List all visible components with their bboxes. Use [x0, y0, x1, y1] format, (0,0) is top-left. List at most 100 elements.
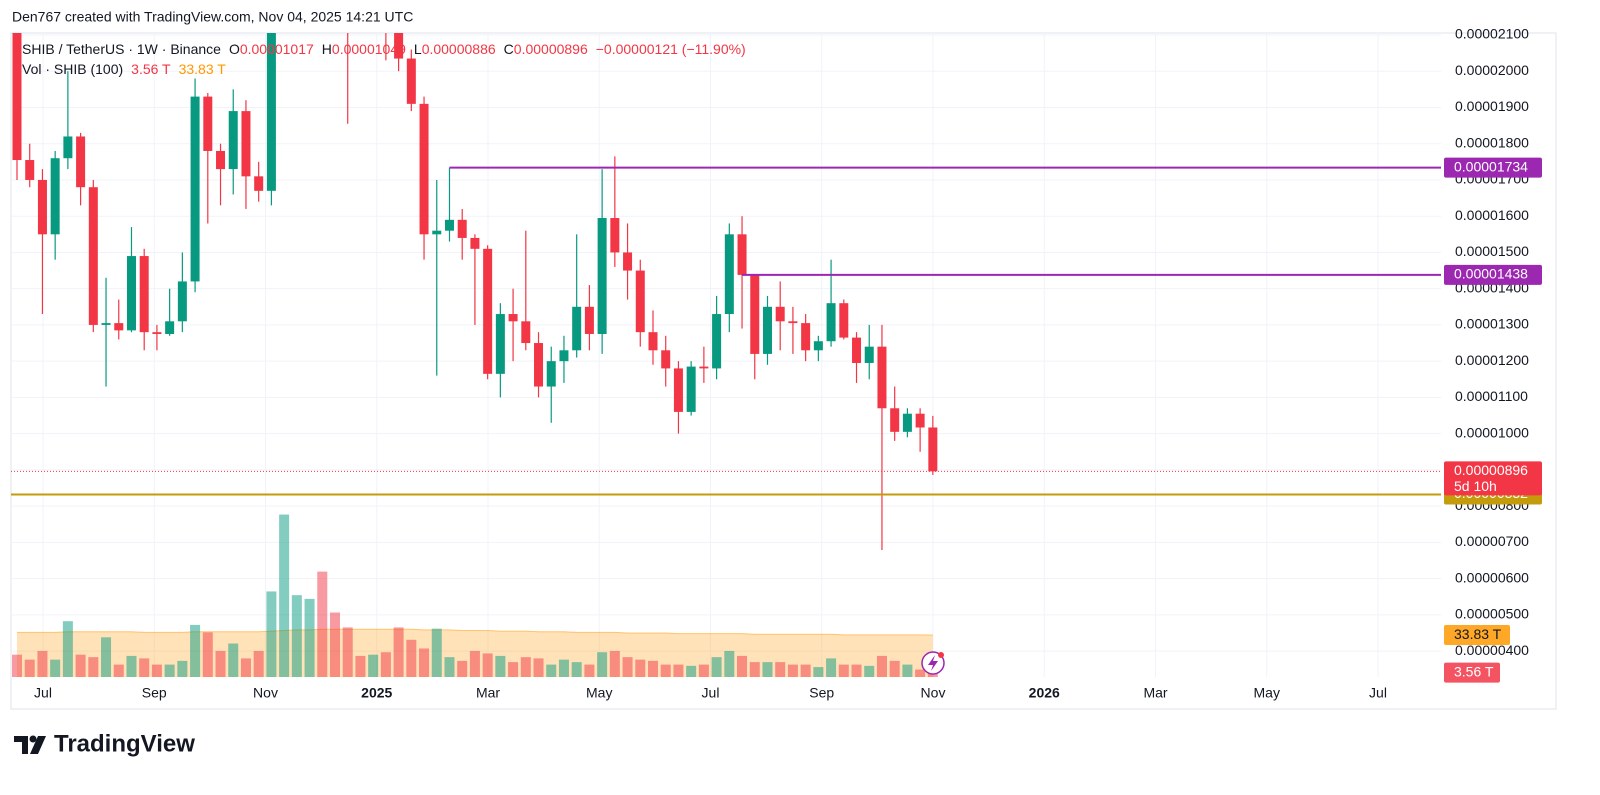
candle-body: [572, 306, 582, 351]
candle-body: [216, 150, 226, 170]
volume-bar: [342, 627, 353, 677]
volume-bar: [927, 672, 938, 677]
x-tick-label: 2026: [1029, 685, 1060, 701]
legend-line: SHIB / TetherUS · 1W · Binance O0.0000101…: [22, 41, 746, 57]
candle-body: [254, 176, 264, 191]
volume-ma-line: [17, 628, 933, 636]
candle-body: [521, 321, 531, 344]
volume-bar: [597, 652, 608, 677]
x-tick-label: Mar: [1143, 685, 1167, 701]
volume-bar: [648, 660, 658, 677]
legend-key: C: [504, 41, 514, 57]
volume-bar: [787, 664, 798, 677]
candle-body: [546, 361, 556, 387]
candle-body: [419, 103, 429, 235]
last-price-badge: [1444, 461, 1542, 496]
x-tick-label: Jul: [34, 685, 52, 701]
legend-value: 0.00000896: [514, 41, 588, 57]
volume-bar: [190, 624, 201, 677]
candle-body: [839, 303, 849, 338]
volume-bar: [253, 650, 264, 677]
candle-body: [610, 218, 620, 253]
candle-body: [152, 332, 162, 334]
candle-body: [686, 366, 696, 412]
candle-body: [228, 111, 238, 170]
volume-legend: Vol · SHIB (100) 3.56 T 33.83 T: [22, 61, 226, 77]
volume-bar: [139, 658, 150, 677]
volume-ma: 33.83 T: [179, 61, 227, 77]
volume-bar: [330, 612, 340, 677]
volume-bar: [635, 659, 646, 677]
volume-bar: [164, 664, 175, 677]
x-tick-label: May: [586, 685, 612, 701]
volume-bar: [12, 654, 22, 677]
logo-text: TradingView: [54, 730, 195, 757]
replay-icon[interactable]: [921, 651, 945, 675]
level-badge: [1444, 264, 1542, 285]
volume-bar: [368, 654, 379, 677]
attribution: Den767 created with TradingView.com, Nov…: [12, 9, 413, 25]
volume-bar: [864, 665, 875, 677]
volume-bar: [508, 662, 519, 677]
volume-bar: [495, 655, 506, 677]
x-tick-label: 2025: [361, 685, 392, 701]
candle-body: [12, 33, 22, 161]
candle-body: [775, 306, 785, 322]
volume-bar: [393, 627, 404, 677]
volume-bar: [775, 662, 786, 677]
volume-bar: [838, 664, 849, 677]
volume-bar: [151, 664, 162, 677]
y-tick-label: 0.00001500: [1455, 243, 1529, 259]
y-tick-label: 0.00000700: [1455, 533, 1529, 549]
y-tick-label: 0.00001300: [1455, 316, 1529, 332]
volume-bar: [75, 654, 86, 677]
volume-bar: [202, 632, 213, 677]
candle-body: [559, 350, 569, 362]
candle-body: [126, 256, 136, 331]
volume-name: Vol · SHIB (100): [22, 61, 123, 77]
candle-body: [25, 160, 35, 180]
candle-body: [699, 366, 709, 369]
y-tick-label: 0.00000400: [1455, 642, 1529, 658]
y-tick-label: 0.00002000: [1455, 62, 1529, 78]
y-tick-label: 0.00001100: [1455, 388, 1528, 404]
logo: TradingView: [14, 730, 195, 757]
volume-bar: [304, 598, 315, 677]
volume-badge-label: 3.56 T: [1454, 663, 1494, 679]
legend-key: H: [322, 41, 332, 57]
price-pane: [11, 33, 1441, 550]
volume-bar: [686, 665, 697, 677]
candle-body: [63, 136, 73, 159]
candle-body: [673, 368, 683, 412]
x-tick-label: Sep: [142, 685, 167, 701]
x-tick-label: Jul: [1369, 685, 1387, 701]
last-price-label: 0.00000896: [1454, 462, 1528, 478]
volume-bar: [380, 652, 391, 677]
volume-bar: [571, 662, 582, 677]
y-tick-label: 0.00000600: [1455, 569, 1529, 585]
candle-body: [724, 234, 734, 315]
volume-bar: [279, 514, 290, 677]
candle-body: [50, 158, 60, 235]
x-tick-label: Nov: [921, 685, 946, 701]
level-badge-label: 0.00001734: [1454, 158, 1528, 174]
volume-bar: [266, 591, 277, 677]
candle-body: [241, 111, 251, 177]
candle-body: [737, 234, 747, 275]
candle-body: [88, 187, 98, 325]
volume-bar: [520, 657, 531, 677]
volume-last: 3.56 T: [131, 61, 171, 77]
volume-bar: [406, 639, 417, 677]
y-tick-label: 0.00001900: [1455, 98, 1529, 114]
volume-bar: [724, 650, 735, 677]
volume-bar: [749, 662, 760, 677]
legend-value: 0.00001017: [240, 41, 314, 57]
volume-ma-badge-label: 33.83 T: [1454, 626, 1502, 642]
volume-ma-badge: [1444, 625, 1510, 646]
volume-bar: [826, 658, 837, 677]
y-tick-label: 0.00001000: [1455, 424, 1529, 440]
volume-badge: [1444, 662, 1500, 683]
candle-body: [852, 337, 862, 363]
volume-bar: [673, 664, 684, 677]
